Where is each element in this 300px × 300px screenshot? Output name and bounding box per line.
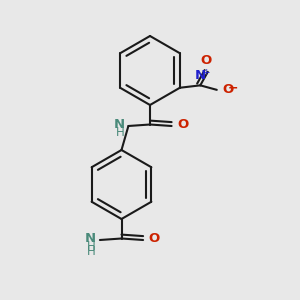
Text: +: + [202,68,209,77]
Text: N: N [195,69,206,82]
Text: H: H [87,245,96,258]
Text: −: − [227,82,238,95]
Text: O: O [201,54,212,67]
Text: O: O [148,232,160,245]
Text: H: H [116,126,124,139]
Text: O: O [177,118,188,131]
Text: N: N [85,232,96,245]
Text: O: O [222,83,233,96]
Text: H: H [87,239,96,253]
Text: N: N [114,118,125,131]
